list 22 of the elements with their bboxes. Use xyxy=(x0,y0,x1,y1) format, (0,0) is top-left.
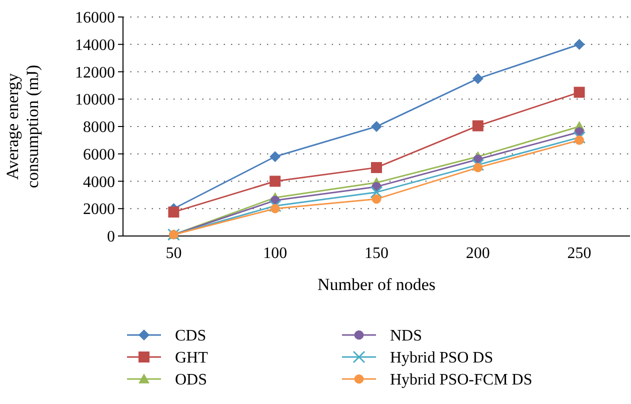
x-tick-label: 250 xyxy=(567,245,592,262)
x-tick-label: 200 xyxy=(466,245,490,262)
y-tick-label: 2000 xyxy=(83,201,115,218)
legend-label: ODS xyxy=(175,372,208,389)
x-tick-label: 150 xyxy=(364,245,388,262)
x-axis-title: Number of nodes xyxy=(317,275,436,294)
y-tick-label: 6000 xyxy=(83,146,115,164)
legend-label: Hybrid PSO-FCM DS xyxy=(390,372,532,389)
y-tick-label: 0 xyxy=(107,228,115,246)
y-tick-label: 16000 xyxy=(75,10,115,27)
y-tick-label: 10000 xyxy=(75,92,115,109)
y-tick-label: 14000 xyxy=(75,36,115,54)
y-tick-label: 4000 xyxy=(83,174,115,191)
x-tick-label: 100 xyxy=(263,245,288,262)
legend-label: NDS xyxy=(390,328,422,345)
legend-label: Hybrid PSO DS xyxy=(390,350,494,367)
y-tick-label: 12000 xyxy=(75,64,115,82)
legend-label: GHT xyxy=(175,350,208,367)
y-axis-title: Average energy consumption (mJ) xyxy=(3,64,42,188)
x-tick-label: 50 xyxy=(166,245,182,262)
legend-label: CDS xyxy=(175,328,206,345)
y-tick-label: 8000 xyxy=(83,119,115,136)
